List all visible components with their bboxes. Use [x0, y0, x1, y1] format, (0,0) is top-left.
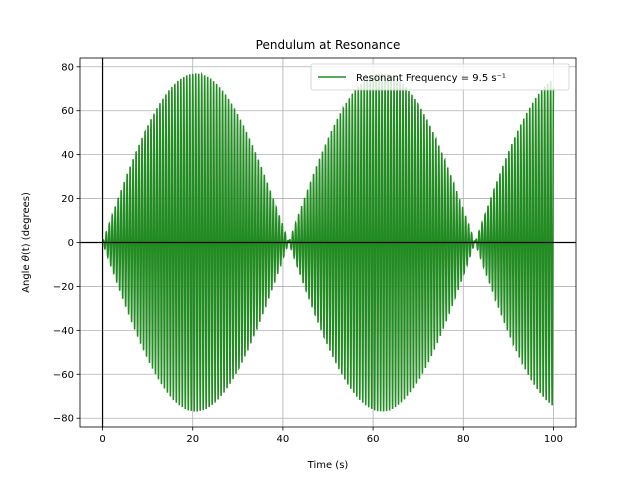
y-tick-label: −80 — [53, 414, 74, 425]
y-tick-label: 60 — [61, 106, 74, 117]
y-tick-label: 80 — [61, 62, 74, 73]
y-axis-label-prefix: Angle — [21, 261, 32, 293]
chart-title: Pendulum at Resonance — [256, 38, 401, 52]
legend-label: Resonant Frequency = 9.5 s⁻¹ — [356, 73, 506, 84]
x-tick-label: 100 — [544, 434, 563, 445]
y-tick-label: −20 — [53, 282, 74, 293]
x-axis-label: Time (s) — [307, 460, 349, 471]
x-tick-label: 40 — [277, 434, 290, 445]
y-tick-label: 0 — [68, 238, 74, 249]
y-tick-label: 20 — [61, 194, 74, 205]
x-tick-label: 60 — [367, 434, 380, 445]
y-tick-label: −60 — [53, 370, 74, 381]
x-tick-label: 0 — [99, 434, 105, 445]
x-tick-label: 80 — [457, 434, 470, 445]
legend: Resonant Frequency = 9.5 s⁻¹ — [310, 63, 570, 91]
y-tick-label: −40 — [53, 326, 74, 337]
y-tick-label: 40 — [61, 150, 74, 161]
x-tick-label: 20 — [186, 434, 199, 445]
axis-ticks: 0 20 40 60 80 100 −80 −60 −40 −20 0 20 40 60 80 — [53, 62, 563, 445]
y-axis-label-theta: θ — [21, 255, 32, 261]
y-axis-label: Angle θ(t) (degrees) — [21, 192, 32, 293]
legend-box — [310, 63, 570, 91]
y-axis-label-suffix: (t) (degrees) — [21, 192, 32, 255]
